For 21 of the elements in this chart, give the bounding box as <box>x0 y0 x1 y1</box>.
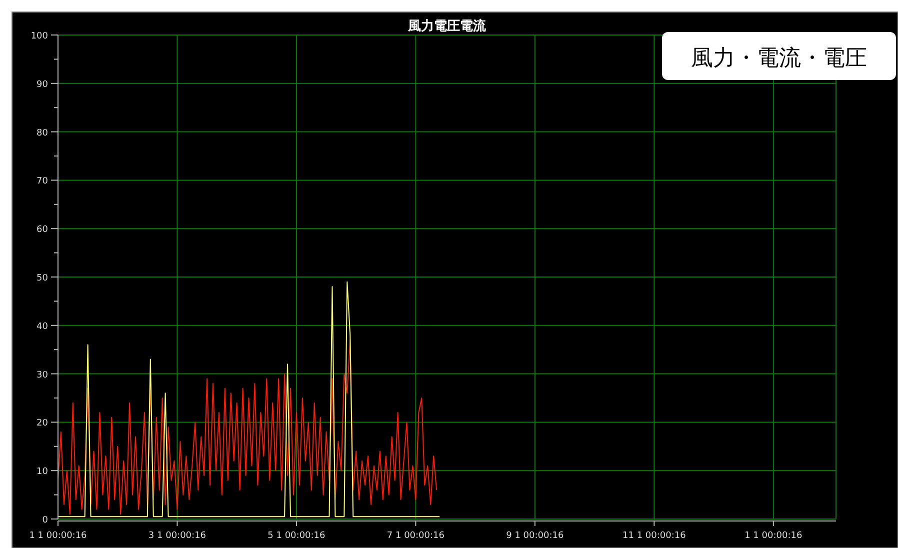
y-tick-label: 60 <box>36 225 48 236</box>
x-tick-label: 11 1 00:00:16 <box>622 531 686 541</box>
x-tick-label: 1 1 00:00:16 <box>744 531 802 541</box>
y-tick-label: 90 <box>36 80 48 90</box>
x-tick-label: 7 1 00:00:16 <box>386 531 445 541</box>
y-tick-label: 70 <box>36 176 48 187</box>
y-tick-label: 30 <box>36 370 48 380</box>
y-tick-label: 20 <box>36 418 48 429</box>
line-series <box>58 281 440 518</box>
chart-title: 風力電圧電流 <box>407 18 487 34</box>
y-tick-label: 80 <box>36 128 48 138</box>
y-tick-label: 40 <box>36 322 48 332</box>
x-tick-label: 5 1 00:00:16 <box>268 531 326 541</box>
y-tick-label: 50 <box>36 274 48 284</box>
x-tick-label: 1 1 00:00:16 <box>29 531 88 541</box>
annotation: 風力・電流・電圧 <box>691 46 867 71</box>
x-tick-label: 9 1 00:00:16 <box>506 531 564 541</box>
x-tick-label: 3 1 00:00:16 <box>148 531 206 541</box>
y-tick-label: 100 <box>30 32 48 42</box>
y-tick-label: 0 <box>42 516 48 526</box>
y-tick-label: 10 <box>36 467 48 478</box>
